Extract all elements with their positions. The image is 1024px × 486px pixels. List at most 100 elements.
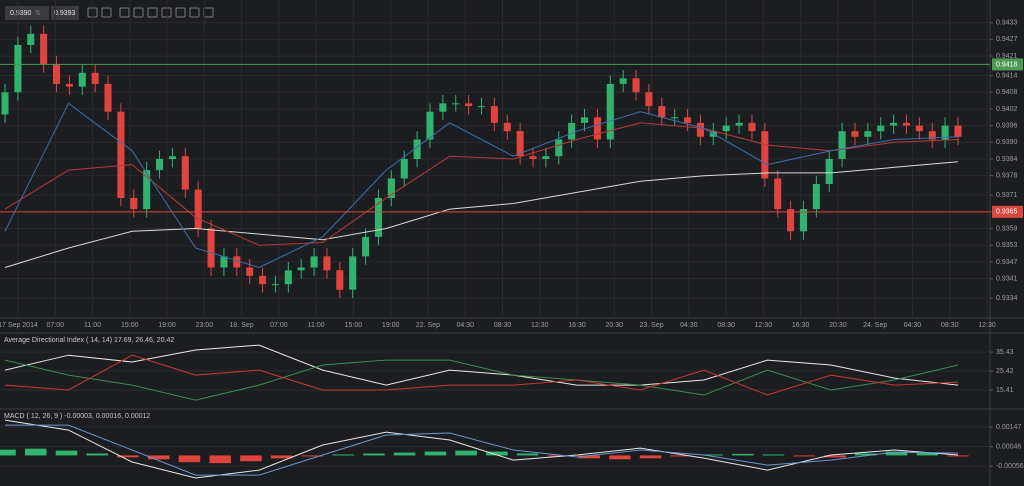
candle-body (465, 103, 473, 107)
candle-body (155, 159, 164, 171)
x-tick-label: 20:30 (829, 322, 847, 329)
y-tick-label: 0.9334 (996, 295, 1018, 302)
candle-body (503, 122, 511, 132)
histogram-bar (916, 452, 939, 456)
histogram-bar (209, 455, 231, 464)
candle-body (117, 111, 125, 198)
histogram-bar (301, 455, 324, 457)
candle-body (902, 122, 911, 126)
spread-icon: ⇅ (35, 10, 41, 17)
y-tick-label: 0.9421 (996, 53, 1018, 60)
template-icon[interactable] (161, 7, 172, 18)
zoom-out-icon[interactable] (101, 7, 112, 18)
histogram-bar (240, 455, 262, 462)
candle-body (284, 270, 292, 285)
x-tick-label: 12:30 (755, 322, 773, 329)
candle-body (194, 189, 202, 229)
histogram-bar (424, 451, 447, 456)
candle-body (619, 78, 627, 84)
candle-body (168, 156, 176, 159)
candle-body (426, 111, 434, 140)
histogram-bar (117, 455, 139, 458)
timeframe-icon[interactable] (119, 7, 130, 18)
x-tick-label: 24. Sep (863, 322, 887, 329)
y-tick-label: 15.41 (996, 387, 1014, 394)
candle-body (851, 131, 859, 137)
indicators-icon[interactable] (147, 7, 158, 18)
ask-box[interactable] (51, 6, 79, 20)
candle-body (246, 267, 254, 276)
y-tick-label: 0.9371 (996, 192, 1018, 199)
histogram-bar (885, 451, 908, 456)
candle-body (812, 184, 820, 210)
indicator-line (5, 424, 959, 476)
level-label: 0.9365 (996, 209, 1018, 216)
histogram-bar (547, 455, 570, 457)
macd-title: MACD ( 12, 26, 9 ) -0.00003, 0.00016, 0.… (4, 413, 150, 420)
histogram-bar (486, 451, 508, 456)
level-label-box (992, 58, 1023, 71)
y-tick-label: 0.9396 (996, 122, 1018, 129)
histogram-bar (732, 453, 754, 456)
x-tick-label: 08:30 (941, 322, 959, 329)
candle-body (233, 256, 241, 268)
candle-body (671, 117, 679, 119)
histogram-bar (639, 455, 662, 459)
histogram-bar (824, 455, 846, 458)
y-tick-label: 0.00046 (996, 443, 1021, 450)
indicator-line (4, 354, 959, 396)
histogram-bar (578, 455, 600, 459)
y-tick-label: 0.9408 (996, 89, 1018, 96)
settings-icon[interactable] (189, 7, 200, 18)
candle-body (632, 78, 640, 93)
histogram-bar (762, 454, 785, 456)
candle-body (928, 131, 936, 140)
x-tick-label: 17 Sep 2014 (0, 322, 38, 329)
x-tick-label: 08:30 (717, 322, 735, 329)
histogram-bar (947, 455, 969, 457)
histogram-bar (332, 454, 354, 456)
candle-body (799, 209, 808, 232)
candle-body (954, 125, 962, 137)
ask-price: 0.9393 (54, 10, 76, 17)
x-tick-label: 16:30 (792, 322, 810, 329)
candle-body (774, 178, 782, 210)
x-tick-label: 07:00 (270, 322, 288, 329)
candle-body (477, 106, 486, 108)
bid-box[interactable] (5, 6, 49, 20)
y-tick-label: 25.42 (996, 368, 1014, 375)
candle-body (310, 256, 318, 268)
x-tick-label: 19:00 (382, 322, 400, 329)
candle-body (439, 103, 447, 112)
histogram-bar (516, 453, 539, 456)
histogram-bar (363, 453, 385, 456)
candle-body (787, 209, 795, 232)
x-tick-label: 18. Sep (230, 322, 254, 329)
histogram-bar (609, 455, 631, 460)
candle-body (684, 117, 692, 123)
y-tick-label: 0.00147 (996, 424, 1021, 431)
histogram-bar (701, 454, 723, 456)
save-icon[interactable] (175, 7, 186, 18)
indicator-line (4, 344, 959, 386)
candle-body (877, 125, 885, 132)
candle-body (104, 83, 112, 112)
level-label-box (992, 205, 1023, 218)
x-tick-label: 22. Sep (416, 322, 440, 329)
x-tick-label: 15:00 (121, 322, 139, 329)
candle-body (400, 159, 408, 179)
candle-body (580, 117, 589, 123)
x-tick-label: 23:00 (196, 322, 214, 329)
y-tick-label: -0.00056 (996, 463, 1024, 470)
y-tick-label: 0.9353 (996, 242, 1018, 249)
candle-body (735, 122, 743, 126)
y-tick-label: 0.9347 (996, 259, 1018, 266)
candle-body (825, 159, 833, 185)
x-tick-label: 12:30 (531, 322, 549, 329)
x-tick-label: 11:00 (308, 322, 325, 329)
histogram-bar (393, 452, 416, 456)
candle-body (696, 122, 704, 137)
chart-type-icon[interactable] (133, 7, 144, 18)
